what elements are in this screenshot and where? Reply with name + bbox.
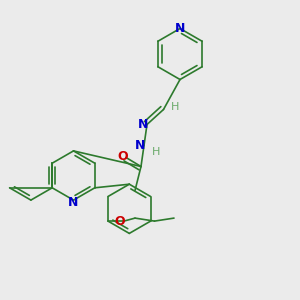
Text: H: H (171, 101, 180, 112)
Text: N: N (135, 139, 145, 152)
Text: O: O (114, 214, 125, 228)
Text: N: N (138, 118, 148, 131)
Text: O: O (117, 149, 128, 163)
Text: H: H (152, 146, 160, 157)
Text: N: N (68, 196, 79, 209)
Text: N: N (175, 22, 185, 35)
